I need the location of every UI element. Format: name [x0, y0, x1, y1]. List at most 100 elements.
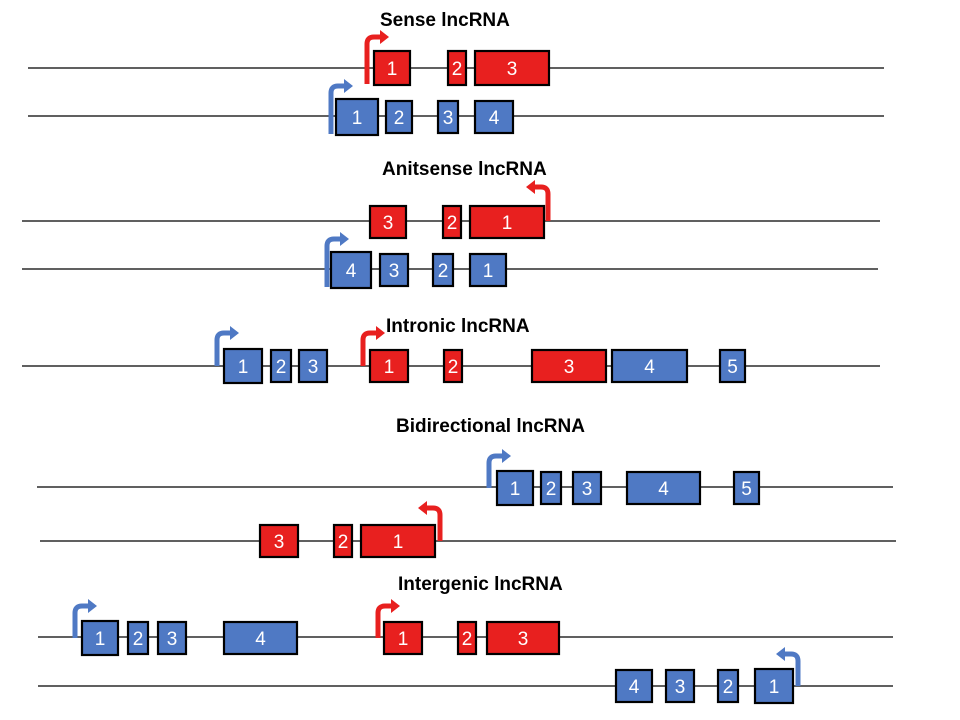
- exon-intronic-gene-b-1: 4: [610, 348, 689, 384]
- exon-intronic-gene-b-2: 5: [718, 348, 747, 384]
- exon-intergenic-lnc-2: 2: [456, 620, 478, 656]
- exon-number: 4: [658, 479, 669, 500]
- exon-box: [382, 620, 424, 656]
- exon-number: 4: [255, 629, 266, 650]
- exon-bidirectional-gene-4: 4: [625, 470, 702, 506]
- tss-arrow-bidirectional-lncrna: [418, 501, 443, 541]
- exon-box: [610, 348, 689, 384]
- exon-antisense-lnc-1: 3: [368, 204, 408, 240]
- exon-number: 3: [383, 213, 394, 234]
- exon-box: [297, 348, 329, 384]
- exon-box: [378, 252, 410, 288]
- tss-arrow-intergenic-gene-b: [776, 647, 801, 686]
- exon-box: [446, 49, 468, 87]
- exon-intronic-lnc-1: 1: [368, 348, 410, 384]
- exon-antisense-gene-4: 1: [468, 252, 508, 288]
- exon-box: [80, 619, 120, 657]
- exon-box: [222, 347, 264, 385]
- exon-intergenic-gene-b-1: 4: [614, 668, 654, 704]
- exon-number: 2: [447, 213, 458, 234]
- exon-box: [258, 523, 300, 559]
- exon-box: [468, 204, 546, 240]
- exon-intronic-lnc-2: 2: [442, 348, 464, 384]
- exon-box: [332, 523, 354, 559]
- exon-intergenic-gene-a-2: 2: [126, 620, 150, 656]
- exon-sense-lnc-1: 1: [372, 49, 412, 87]
- exon-box: [329, 250, 373, 290]
- exon-box: [625, 470, 702, 506]
- exon-intergenic-gene-b-2: 3: [664, 668, 696, 704]
- exon-box: [614, 668, 654, 704]
- tss-arrow-sense-gene: [328, 79, 353, 134]
- exon-intronic-gene-a-3: 3: [297, 348, 329, 384]
- exon-number: 5: [741, 479, 752, 500]
- exon-box: [384, 99, 414, 135]
- exon-number: 2: [394, 108, 405, 129]
- exon-box: [753, 667, 795, 705]
- exon-intergenic-gene-a-4: 4: [222, 620, 299, 656]
- exon-box: [732, 470, 761, 506]
- exon-number: 5: [727, 357, 738, 378]
- exon-number: 2: [448, 357, 459, 378]
- exon-number: 2: [276, 357, 287, 378]
- exon-intergenic-gene-a-1: 1: [80, 619, 120, 657]
- panel-title-sense: Sense lncRNA: [380, 10, 510, 31]
- exon-box: [269, 348, 293, 384]
- exon-number: 3: [389, 261, 400, 282]
- exon-box: [539, 470, 563, 506]
- exon-box: [473, 49, 551, 87]
- exon-box: [716, 668, 740, 704]
- exon-box: [530, 348, 608, 384]
- tss-arrow-sense-lncrna: [364, 30, 389, 84]
- exon-box: [431, 252, 455, 288]
- panel-title-antisense: Anitsense lncRNA: [382, 159, 547, 180]
- exon-box: [485, 620, 561, 656]
- tss-arrow-bidirectional-gene: [486, 449, 511, 488]
- exon-box: [372, 49, 412, 87]
- exon-bidirectional-lnc-3: 1: [359, 523, 437, 559]
- exon-number: 1: [95, 629, 106, 650]
- exon-number: 1: [398, 629, 409, 650]
- exon-bidirectional-lnc-2: 2: [332, 523, 354, 559]
- exon-antisense-gene-2: 3: [378, 252, 410, 288]
- exon-number: 3: [582, 479, 593, 500]
- exon-sense-gene-1: 1: [334, 97, 380, 137]
- exon-box: [441, 204, 463, 240]
- exon-number: 3: [274, 532, 285, 553]
- exon-number: 3: [675, 677, 686, 698]
- exon-number: 3: [443, 108, 454, 129]
- exon-box: [368, 204, 408, 240]
- tss-arrow-intergenic-lncrna: [375, 599, 400, 638]
- exon-box: [442, 348, 464, 384]
- tss-arrow-antisense-gene: [324, 232, 349, 287]
- tss-arrow-intronic-gene: [214, 326, 239, 366]
- exon-box: [126, 620, 150, 656]
- exon-number: 2: [462, 629, 473, 650]
- exon-sense-lnc-2: 2: [446, 49, 468, 87]
- exon-number: 4: [644, 357, 655, 378]
- exon-bidirectional-lnc-1: 3: [258, 523, 300, 559]
- exon-number: 4: [346, 261, 357, 282]
- tss-arrow-intronic-lncrna: [360, 326, 385, 366]
- exon-box: [436, 99, 460, 135]
- exon-box: [368, 348, 410, 384]
- exon-sense-gene-2: 2: [384, 99, 414, 135]
- exon-box: [334, 97, 380, 137]
- exon-bidirectional-gene-3: 3: [571, 470, 603, 506]
- exon-number: 1: [502, 213, 513, 234]
- gene-tracks: 1 2 31 2 3 43 2 14 3 2 11 2 3 1 2 3 4 51 2 3 4 53 2 11 2 3 4 1 2 34 3 2…: [22, 30, 896, 705]
- exon-sense-lnc-3: 3: [473, 49, 551, 87]
- exon-number: 3: [308, 357, 319, 378]
- panel-title-intergenic: Intergenic lncRNA: [398, 574, 563, 595]
- exon-intergenic-gene-b-4: 1: [753, 667, 795, 705]
- panel-title-intronic: Intronic lncRNA: [386, 316, 530, 337]
- exon-number: 1: [387, 59, 398, 80]
- exon-bidirectional-gene-5: 5: [732, 470, 761, 506]
- exon-intergenic-gene-b-3: 2: [716, 668, 740, 704]
- exon-number: 1: [238, 357, 249, 378]
- exon-number: 1: [393, 532, 404, 553]
- exon-number: 1: [510, 479, 521, 500]
- exon-antisense-gene-3: 2: [431, 252, 455, 288]
- exon-box: [664, 668, 696, 704]
